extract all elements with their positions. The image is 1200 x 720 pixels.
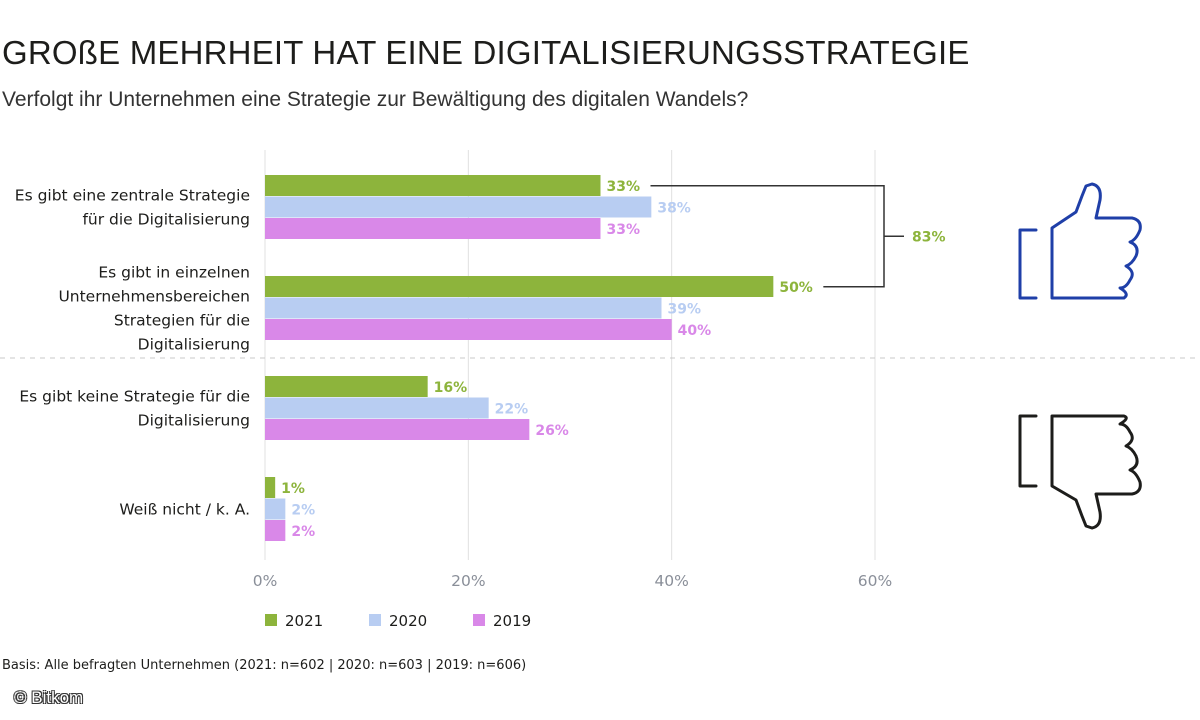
bar-2019 bbox=[265, 218, 601, 239]
value-label: 2% bbox=[291, 524, 315, 540]
legend-label: 2020 bbox=[389, 612, 427, 630]
basis-note: Basis: Alle befragten Unternehmen (2021:… bbox=[2, 658, 527, 673]
category-label: Es gibt keine Strategie für die Digitalis… bbox=[19, 387, 250, 429]
value-label: 2% bbox=[291, 502, 315, 518]
value-label: 16% bbox=[434, 380, 468, 396]
value-label: 33% bbox=[607, 179, 641, 195]
bar-2020 bbox=[265, 297, 662, 319]
legend-swatch-2021 bbox=[265, 614, 277, 626]
value-label: 26% bbox=[535, 423, 569, 439]
bar-2020 bbox=[265, 196, 652, 218]
chart-title: GROßE MEHRHEIT HAT EINE DIGITALISIERUNGS… bbox=[2, 34, 970, 71]
legend-swatch-2019 bbox=[473, 614, 485, 626]
category-label: Es gibt in einzelnen Unternehmensbereiche… bbox=[58, 263, 250, 353]
x-tick-label: 20% bbox=[451, 572, 485, 590]
chart-subtitle: Verfolgt ihr Unternehmen eine Strategie … bbox=[2, 88, 749, 111]
x-tick-label: 0% bbox=[253, 572, 278, 590]
thumbs-down-icon bbox=[1018, 414, 1142, 530]
x-tick-label: 40% bbox=[654, 572, 688, 590]
legend-label: 2019 bbox=[493, 612, 531, 630]
bar-2019 bbox=[265, 319, 672, 340]
thumbs-up-icon bbox=[1018, 182, 1142, 300]
value-label: 33% bbox=[607, 222, 641, 238]
sum-label: 83% bbox=[912, 229, 946, 245]
value-label: 38% bbox=[657, 200, 691, 216]
copyright: © Bitkom bbox=[14, 688, 84, 707]
bar-2021 bbox=[265, 477, 276, 498]
bar-2021 bbox=[265, 276, 774, 297]
bar-2021 bbox=[265, 175, 601, 196]
category-label: Es gibt eine zentrale Strategie für die D… bbox=[15, 186, 250, 228]
bar-2020 bbox=[265, 498, 286, 520]
bar-2019 bbox=[265, 520, 286, 541]
value-label: 1% bbox=[281, 481, 305, 497]
bar-2019 bbox=[265, 419, 530, 440]
value-label: 50% bbox=[779, 280, 813, 296]
x-tick-label: 60% bbox=[858, 572, 892, 590]
value-label: 22% bbox=[495, 401, 529, 417]
value-label: 39% bbox=[668, 301, 702, 317]
legend-swatch-2020 bbox=[369, 614, 381, 626]
bar-2021 bbox=[265, 376, 428, 397]
legend-label: 2021 bbox=[285, 612, 323, 630]
category-label: Weiß nicht / k. A. bbox=[119, 500, 250, 518]
bar-2020 bbox=[265, 397, 489, 419]
value-label: 40% bbox=[678, 323, 712, 339]
